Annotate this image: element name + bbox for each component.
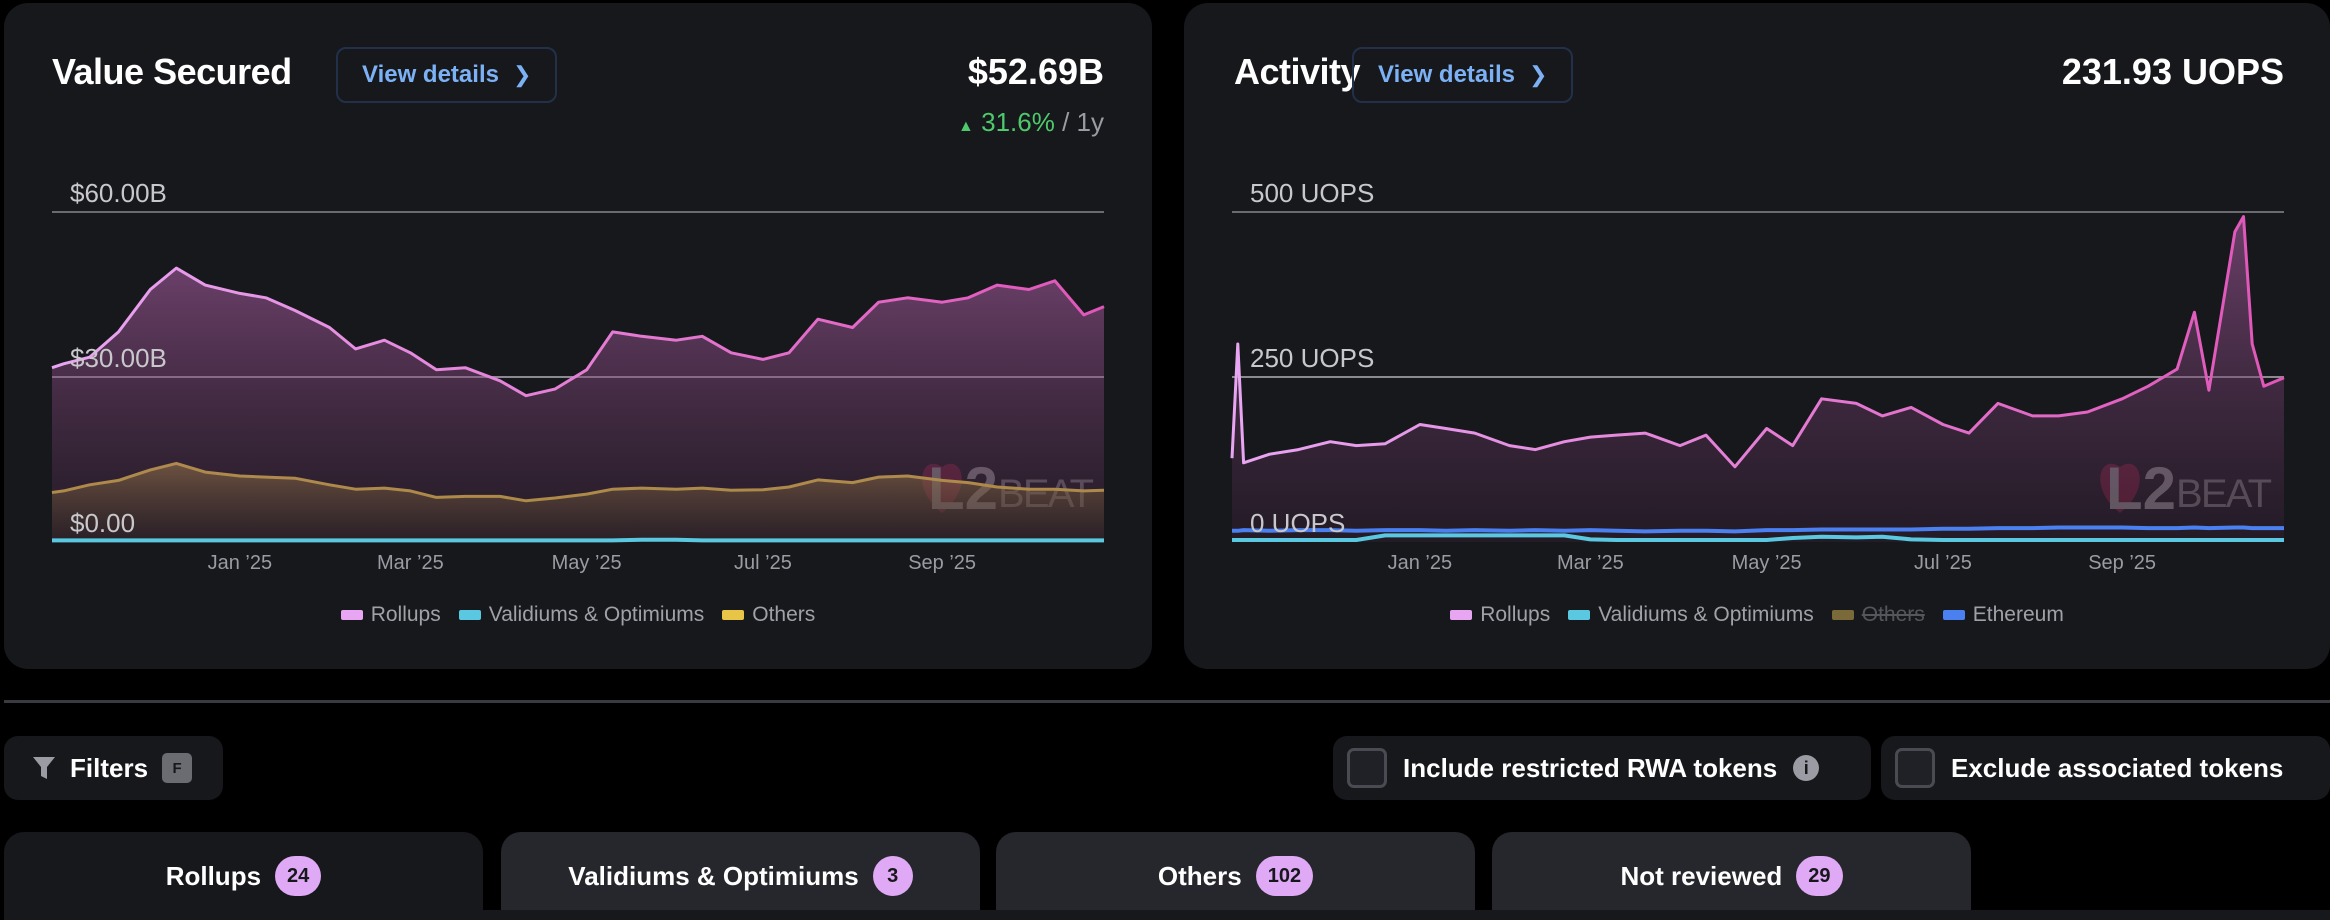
tab-others[interactable]: Others 102 [996,832,1475,920]
rollups-line [1230,215,2285,469]
legend-swatch [340,610,363,620]
y-tick-label: $60.00B [70,178,167,208]
y-tick-label: 250 UOPS [1250,343,1375,373]
x-tick-label: Mar ’25 [1557,552,1624,574]
chevron-right-icon: ❯ [512,62,532,87]
legend-label: Others [752,603,816,626]
include-rwa-label: Include restricted RWA tokens [1403,752,1778,783]
legend-swatch [1831,610,1854,620]
arrow-up-icon: ▲ [958,118,974,135]
rollups-area [52,268,1104,542]
legend-rollups[interactable]: Rollups [1450,603,1550,627]
tab-count-badge: 29 [1796,856,1843,896]
tab-count-badge: 102 [1255,856,1314,896]
legend-swatch [1450,610,1473,620]
y-tick-label: 500 UOPS [1250,178,1375,208]
value-secured-total: $52.69B [967,51,1104,92]
tab-count-badge: 3 [872,856,913,896]
y-tick-label: $0.00 [70,508,136,538]
legend-validiums[interactable]: Validiums & Optimiums [1568,603,1814,627]
legend-label: Rollups [370,603,441,626]
activity-card: Activity View details ❯ 231.93 UOPS L2BE… [1184,3,2330,669]
change-period: / 1y [1062,107,1104,137]
view-details-label: View details [362,61,499,88]
activity-legend: Rollups Validiums & Optimiums Others Eth… [1184,603,2330,627]
x-tick-label: Sep ’25 [908,552,977,574]
legend-label: Others [1861,603,1925,626]
legend-others[interactable]: Others [722,603,815,627]
legend-validiums[interactable]: Validiums & Optimiums [458,603,705,627]
legend-others-hidden[interactable]: Others [1831,603,1925,627]
checkbox-box[interactable] [1347,748,1387,788]
ethereum-line [1232,525,2284,534]
legend-rollups[interactable]: Rollups [340,603,441,627]
tab-label: Not reviewed [1620,860,1783,891]
x-tick-label: Jul ’25 [734,552,792,574]
tab-not-reviewed[interactable]: Not reviewed 29 [1492,832,1971,920]
view-details-button[interactable]: View details ❯ [1352,47,1574,103]
x-tick-label: Mar ’25 [377,552,444,574]
legend-label: Rollups [1480,603,1551,626]
legend-label: Validiums & Optimiums [488,603,705,626]
exclude-associated-checkbox[interactable]: Exclude associated tokens [1881,736,2330,800]
x-tick-label: Jul ’25 [1914,552,1972,574]
y-tick-label: $30.00B [70,343,167,373]
activity-total: 231.93 UOPS [2061,51,2284,92]
info-icon[interactable]: i [1793,755,1820,781]
x-tick-label: Sep ’25 [2088,552,2157,574]
legend-label: Validiums & Optimiums [1598,603,1814,626]
table-panel-top [483,910,2330,920]
legend-swatch [1568,610,1591,620]
value-secured-chart[interactable] [51,150,1105,570]
validiums-line [52,537,1104,543]
y-tick-label: 0 UOPS [1250,508,1346,538]
rollups-line [51,266,1105,398]
tab-rollups[interactable]: Rollups 24 [4,832,483,920]
checkbox-box[interactable] [1895,748,1935,788]
tab-label: Rollups [165,860,262,891]
change-percent: 31.6% [981,107,1055,137]
x-tick-label: Jan ’25 [1387,552,1453,574]
chevron-right-icon: ❯ [1528,62,1548,87]
x-tick-label: May ’25 [551,552,622,574]
x-tick-label: Jan ’25 [207,552,273,574]
legend-ethereum[interactable]: Ethereum [1942,603,2064,627]
tab-validiums-optimiums[interactable]: Validiums & Optimiums 3 [501,832,980,920]
x-tick-label: May ’25 [1731,552,1802,574]
activity-title: Activity [1234,51,1361,92]
rollups-area [1232,216,2284,542]
legend-swatch [1942,610,1965,620]
exclude-associated-label: Exclude associated tokens [1951,752,2284,783]
value-secured-title: Value Secured [52,51,292,92]
include-rwa-checkbox[interactable]: Include restricted RWA tokens i [1333,736,1871,800]
tab-label: Others [1157,860,1242,891]
view-details-button[interactable]: View details ❯ [336,47,558,103]
validiums-line [1232,533,2284,542]
filters-button[interactable]: Filters F [4,736,223,800]
legend-swatch [458,610,481,620]
filters-label: Filters [70,752,149,783]
legend-swatch [722,610,745,620]
filters-shortcut: F [162,753,193,783]
legend-label: Ethereum [1972,603,2064,626]
value-secured-legend: Rollups Validiums & Optimiums Others [4,603,1152,627]
filter-icon [33,757,55,779]
view-details-label: View details [1378,61,1515,88]
tab-label: Validiums & Optimiums [568,860,859,891]
tab-count-badge: 24 [275,856,322,896]
value-change: ▲ 31.6% / 1y [958,107,1104,138]
divider [4,700,2330,703]
activity-chart[interactable] [1230,150,2285,570]
